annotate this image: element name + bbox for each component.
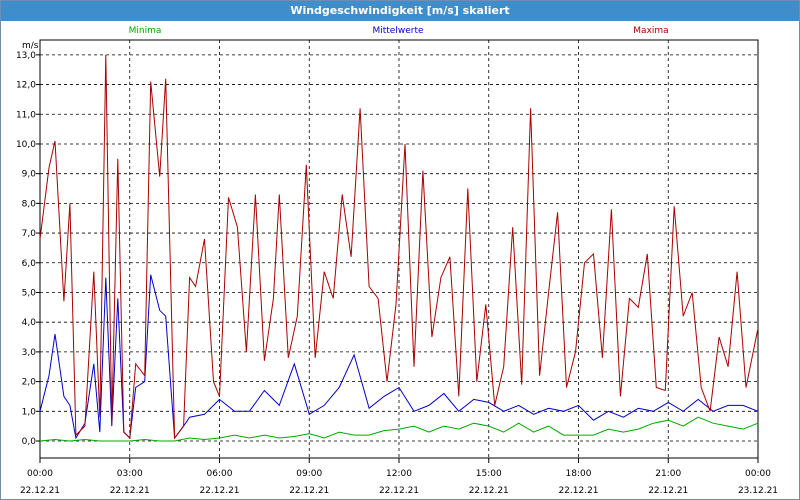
y-axis-label: m/s bbox=[22, 41, 39, 51]
x-tick-date: 22.12.21 bbox=[20, 486, 60, 496]
x-tick-time: 09:00 bbox=[296, 469, 322, 479]
x-tick-date: 22.12.21 bbox=[110, 486, 150, 496]
series-line-minima bbox=[39, 416, 759, 442]
x-tick-date: 22.12.21 bbox=[379, 486, 419, 496]
x-tick-date: 22.12.21 bbox=[558, 486, 598, 496]
x-tick-time: 00:00 bbox=[27, 469, 53, 479]
y-tick-label: 2,0 bbox=[22, 378, 37, 388]
x-tick-date: 22.12.21 bbox=[648, 486, 688, 496]
window-title: Windgeschwindigkeit [m/s] skaliert bbox=[1, 1, 799, 21]
x-tick-date: 23.12.21 bbox=[738, 486, 778, 496]
y-tick-label: 8,0 bbox=[22, 199, 37, 209]
y-tick-label: 10,0 bbox=[16, 140, 36, 150]
y-tick-label: 1,0 bbox=[22, 407, 37, 417]
x-tick-date: 22.12.21 bbox=[289, 486, 329, 496]
legend-minima: Minima bbox=[129, 26, 162, 36]
y-tick-label: 9,0 bbox=[22, 170, 37, 180]
x-tick-date: 22.12.21 bbox=[469, 486, 509, 496]
y-tick-label: 3,0 bbox=[22, 348, 37, 358]
x-tick-time: 15:00 bbox=[476, 469, 502, 479]
x-tick-time: 21:00 bbox=[655, 469, 681, 479]
y-tick-label: 7,0 bbox=[22, 229, 37, 239]
y-tick-label: 6,0 bbox=[22, 259, 37, 269]
legend-mittelwerte: Mittelwerte bbox=[372, 26, 423, 36]
y-tick-label: 12,0 bbox=[16, 81, 36, 91]
x-tick-date: 22.12.21 bbox=[199, 486, 239, 496]
x-tick-time: 03:00 bbox=[117, 469, 143, 479]
x-tick-time: 00:00 bbox=[745, 469, 771, 479]
series-line-maxima bbox=[39, 54, 759, 440]
x-tick-time: 18:00 bbox=[566, 469, 592, 479]
x-tick-time: 12:00 bbox=[386, 469, 412, 479]
y-tick-label: 0,0 bbox=[22, 437, 37, 447]
x-tick-time: 06:00 bbox=[207, 469, 233, 479]
legend-maxima: Maxima bbox=[633, 26, 668, 36]
y-tick-label: 13,0 bbox=[16, 51, 36, 61]
y-tick-label: 11,0 bbox=[16, 110, 36, 120]
series-line-mittelwerte bbox=[39, 274, 759, 440]
y-tick-label: 5,0 bbox=[22, 288, 37, 298]
y-tick-label: 4,0 bbox=[22, 318, 37, 328]
